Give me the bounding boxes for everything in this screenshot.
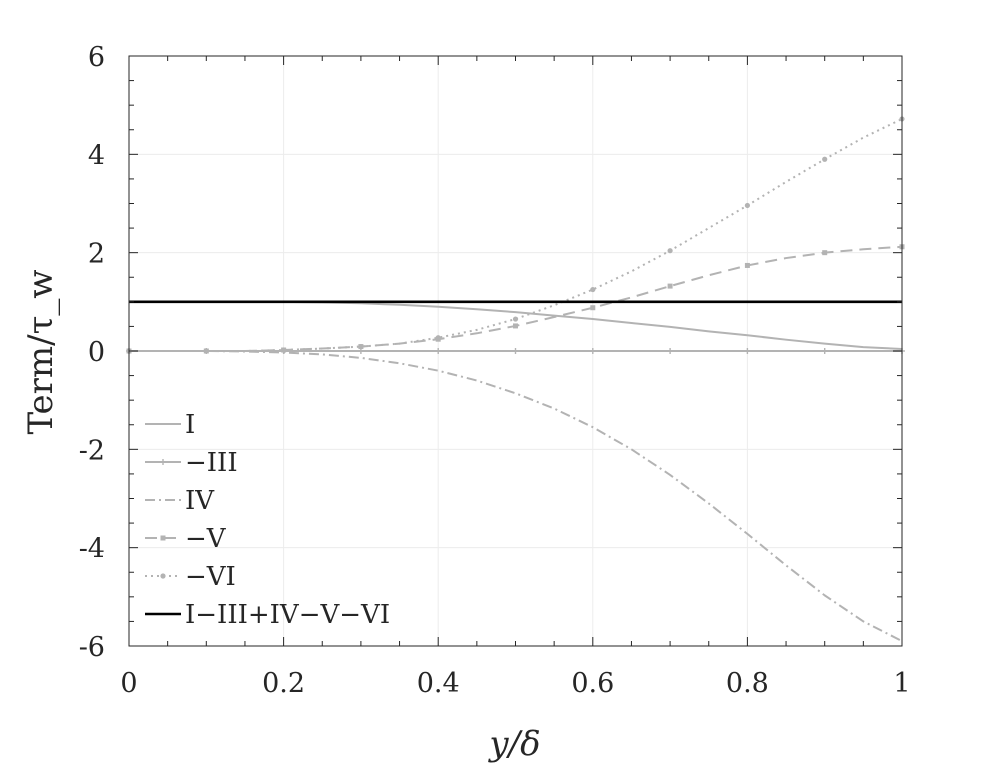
y-tick-label-4: 2 [88, 239, 105, 270]
ticks [128, 55, 903, 647]
legend-label-0: I [185, 410, 195, 440]
series-1-point-8 [435, 348, 442, 354]
series-group [126, 116, 905, 642]
y-tick-label-0: -6 [79, 632, 105, 663]
y-tick-label-5: 4 [88, 140, 105, 171]
series-4-point-16 [744, 202, 751, 209]
legend-item-3: −V [145, 524, 227, 554]
x-tick-label-5: 1 [893, 668, 910, 699]
legend-marker-1 [160, 459, 166, 465]
y-axis-label: Term/τ_w [21, 269, 61, 434]
series-4-point-2 [203, 348, 209, 354]
series-3-point-14 [667, 283, 673, 289]
legend-label-2: IV [185, 486, 215, 516]
series-1-point-14 [667, 348, 674, 354]
legend-marker-3 [160, 535, 166, 541]
legend-item-0: I [145, 410, 195, 440]
y-tick-label-2: -2 [79, 435, 105, 466]
y-tick-label-1: -4 [79, 534, 105, 565]
series-line-3 [129, 245, 903, 352]
x-tick-label-2: 0.4 [417, 668, 460, 699]
series-4-point-6 [358, 343, 364, 350]
series-3-point-10 [513, 323, 518, 329]
x-tick-label-4: 0.8 [726, 668, 769, 699]
y-tick-label-6: 6 [88, 42, 105, 73]
legend-label-1: −III [185, 448, 238, 478]
legend-item-4: −VI [145, 562, 236, 592]
x-tick-label-0: 0 [120, 668, 137, 699]
legend-label-3: −V [185, 524, 227, 554]
series-4 [126, 116, 905, 354]
legend-item-2: IV [145, 486, 215, 516]
series-4-point-18 [822, 156, 828, 162]
series-1-point-12 [589, 348, 596, 354]
series-4-point-4 [281, 347, 287, 353]
series-3-point-12 [590, 305, 596, 311]
x-axis-label: y/δ [487, 724, 540, 764]
series-2 [129, 350, 903, 642]
legend-label-4: −VI [185, 562, 236, 592]
legend: I −III IV −V −VI I−III+IV−V−VI [145, 410, 390, 630]
series-1 [126, 348, 905, 354]
series-line-2 [129, 350, 903, 642]
series-1-point-18 [821, 348, 828, 354]
series-line-4 [129, 118, 903, 352]
series-4-point-8 [435, 335, 441, 341]
series-4-point-10 [512, 316, 519, 322]
legend-item-1: −III [145, 448, 238, 478]
series-1-point-10 [512, 348, 519, 354]
legend-label-5: I−III+IV−V−VI [185, 600, 390, 630]
series-3-point-18 [822, 250, 828, 256]
y-tick-label-3: 0 [88, 337, 105, 368]
series-4-point-14 [667, 248, 673, 254]
series-3-point-16 [744, 262, 750, 268]
series-3 [126, 244, 905, 354]
x-tick-label-1: 0.2 [262, 668, 305, 699]
series-4-point-12 [590, 286, 596, 293]
tick-labels: 0 0.2 0.4 0.6 0.8 1 -6 -4 -2 0 2 4 6 [79, 42, 911, 699]
series-1-point-16 [744, 348, 751, 354]
x-tick-label-3: 0.6 [571, 668, 614, 699]
legend-item-5: I−III+IV−V−VI [145, 600, 390, 630]
legend-marker-4 [160, 573, 166, 579]
